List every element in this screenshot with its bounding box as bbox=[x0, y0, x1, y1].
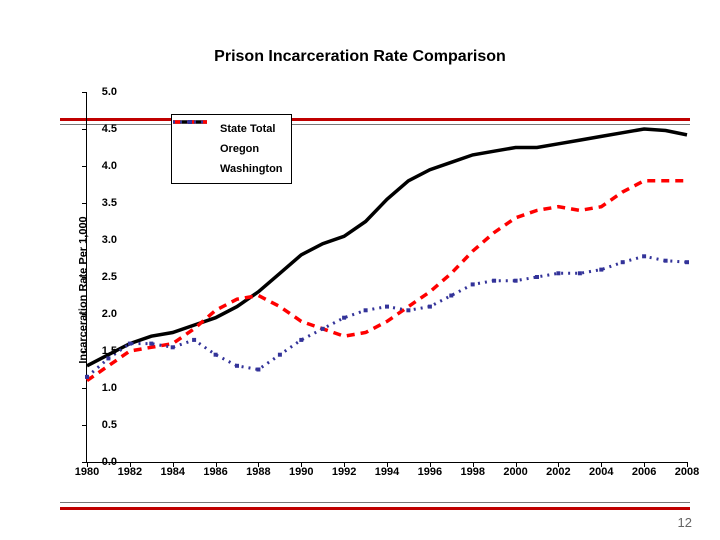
x-tick-label: 1986 bbox=[203, 466, 227, 478]
series-marker bbox=[342, 316, 346, 320]
legend-label: Washington bbox=[220, 163, 283, 175]
thin-rule-bottom bbox=[60, 502, 690, 503]
y-tick-label: 1.5 bbox=[87, 345, 117, 357]
y-tick-label: 2.0 bbox=[87, 308, 117, 320]
legend-label: State Total bbox=[220, 123, 275, 135]
x-tick-label: 1982 bbox=[118, 466, 142, 478]
series-marker bbox=[428, 305, 432, 309]
series-marker bbox=[385, 305, 389, 309]
series-marker bbox=[599, 268, 603, 272]
slide: { "title": { "text": "Prison Incarcerati… bbox=[0, 0, 720, 540]
series-marker bbox=[321, 327, 325, 331]
series-marker bbox=[106, 356, 110, 360]
plot-area: 0.00.51.01.52.02.53.03.54.04.55.01980198… bbox=[86, 92, 687, 463]
y-tick-label: 5.0 bbox=[87, 86, 117, 98]
x-tick-label: 2002 bbox=[546, 466, 570, 478]
series-marker bbox=[278, 353, 282, 357]
series-marker bbox=[192, 338, 196, 342]
series-marker bbox=[299, 338, 303, 342]
x-tick-label: 1990 bbox=[289, 466, 313, 478]
series-marker bbox=[685, 260, 689, 264]
legend-swatch bbox=[178, 142, 214, 156]
x-tick-label: 2008 bbox=[675, 466, 699, 478]
series-marker bbox=[85, 375, 89, 379]
x-tick-label: 1992 bbox=[332, 466, 356, 478]
chart: Incarceration Rate Per 1,000 0.00.51.01.… bbox=[50, 92, 690, 487]
x-tick-label: 2004 bbox=[589, 466, 613, 478]
page-number: 12 bbox=[678, 515, 692, 530]
series-marker bbox=[149, 342, 153, 346]
series-marker bbox=[514, 279, 518, 283]
y-tick-label: 0.5 bbox=[87, 419, 117, 431]
series-marker bbox=[578, 271, 582, 275]
series-marker bbox=[621, 260, 625, 264]
series-marker bbox=[235, 364, 239, 368]
series-marker bbox=[556, 271, 560, 275]
x-tick-label: 1984 bbox=[160, 466, 184, 478]
chart-title: Prison Incarceration Rate Comparison bbox=[0, 48, 720, 66]
y-tick-label: 4.0 bbox=[87, 160, 117, 172]
legend-swatch bbox=[178, 162, 214, 176]
series-marker bbox=[449, 294, 453, 298]
series-marker bbox=[171, 345, 175, 349]
series-marker bbox=[471, 282, 475, 286]
series-marker bbox=[406, 308, 410, 312]
legend: State Total Oregon Washington bbox=[171, 114, 292, 184]
series-marker bbox=[214, 353, 218, 357]
series-marker bbox=[535, 275, 539, 279]
x-tick-label: 1996 bbox=[418, 466, 442, 478]
y-tick-label: 2.5 bbox=[87, 271, 117, 283]
legend-row: Oregon bbox=[178, 139, 283, 159]
x-tick-label: 1980 bbox=[75, 466, 99, 478]
legend-row: Washington bbox=[178, 159, 283, 179]
legend-label: Oregon bbox=[220, 143, 259, 155]
series-line bbox=[87, 181, 687, 381]
accent-rule-bottom bbox=[60, 507, 690, 510]
x-tick-label: 1994 bbox=[375, 466, 399, 478]
series-marker bbox=[364, 308, 368, 312]
series-marker bbox=[642, 254, 646, 258]
series-marker bbox=[128, 342, 132, 346]
x-tick-label: 2006 bbox=[632, 466, 656, 478]
x-tick-label: 1998 bbox=[460, 466, 484, 478]
series-marker bbox=[256, 368, 260, 372]
x-tick-label: 2000 bbox=[503, 466, 527, 478]
x-tick-label: 1988 bbox=[246, 466, 270, 478]
y-tick-label: 3.0 bbox=[87, 234, 117, 246]
y-tick-label: 3.5 bbox=[87, 197, 117, 209]
series-line bbox=[87, 256, 687, 377]
series-marker bbox=[492, 279, 496, 283]
y-tick-label: 4.5 bbox=[87, 123, 117, 135]
series-marker bbox=[664, 259, 668, 263]
y-tick-label: 1.0 bbox=[87, 382, 117, 394]
